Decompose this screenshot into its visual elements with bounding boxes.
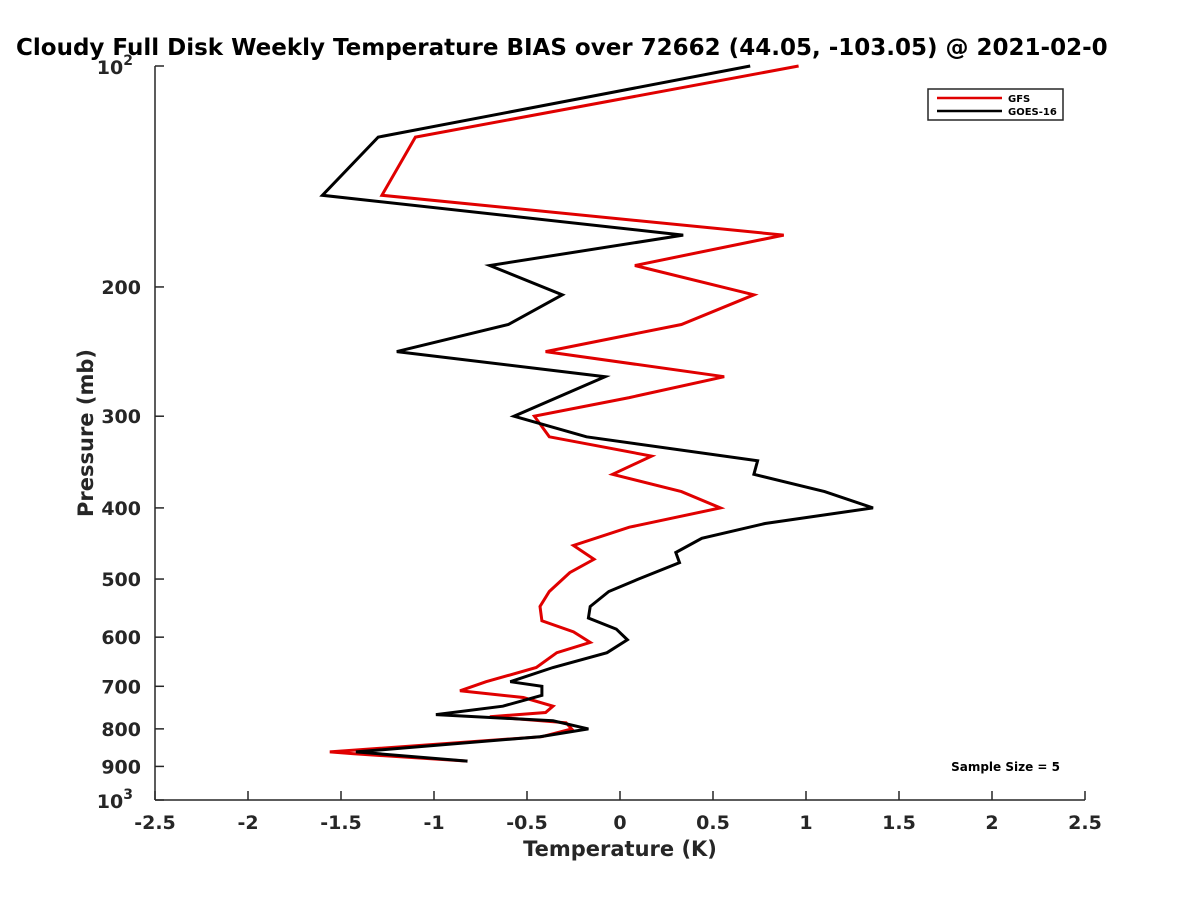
x-axis-title: Temperature (K) — [523, 837, 717, 861]
x-tick-label: -2 — [237, 812, 258, 834]
y-tick-exponent: 2 — [123, 53, 133, 69]
y-tick-label: 500 — [101, 569, 141, 591]
x-tick-label: -2.5 — [134, 812, 176, 834]
y-tick-label: 103 — [97, 787, 133, 813]
y-tick-exponent: 3 — [123, 787, 133, 803]
x-tick-label: 1.5 — [882, 812, 916, 834]
series-line-gfs — [329, 64, 799, 763]
y-tick-label: 102 — [97, 53, 133, 79]
x-tick-label: 2.5 — [1068, 812, 1102, 834]
y-axis-title: Pressure (mb) — [74, 349, 98, 517]
chart-title: Cloudy Full Disk Weekly Temperature BIAS… — [16, 35, 1108, 61]
x-tick-label: 2 — [985, 812, 998, 834]
x-tick-label: 0.5 — [696, 812, 730, 834]
y-tick-base: 10 — [97, 791, 123, 813]
x-ticks: -2.5 -2 -1.5 -1 -0.5 0 0.5 1 1.5 2 2.5 — [134, 791, 1102, 834]
series-lines — [319, 64, 874, 763]
y-tick-label: 300 — [101, 406, 141, 428]
legend-label: GFS — [1008, 94, 1030, 105]
y-tick-label: 900 — [101, 756, 141, 778]
y-tick-base: 10 — [97, 57, 123, 79]
y-tick-label: 800 — [101, 719, 141, 741]
x-tick-label: -1 — [423, 812, 444, 834]
y-tick-label: 200 — [101, 277, 141, 299]
x-tick-label: -1.5 — [320, 812, 362, 834]
legend: GFS GOES-16 — [927, 88, 1064, 121]
y-tick-label: 400 — [101, 498, 141, 520]
x-tick-label: 0 — [613, 812, 626, 834]
y-tick-label: 700 — [101, 676, 141, 698]
legend-box — [927, 88, 1064, 121]
x-tick-label: -0.5 — [506, 812, 548, 834]
y-tick-label: 600 — [101, 627, 141, 649]
sample-size-annotation: Sample Size = 5 — [951, 760, 1060, 774]
x-tick-label: 1 — [799, 812, 812, 834]
series-line-goes-16 — [319, 64, 874, 763]
legend-label: GOES-16 — [1008, 107, 1057, 118]
